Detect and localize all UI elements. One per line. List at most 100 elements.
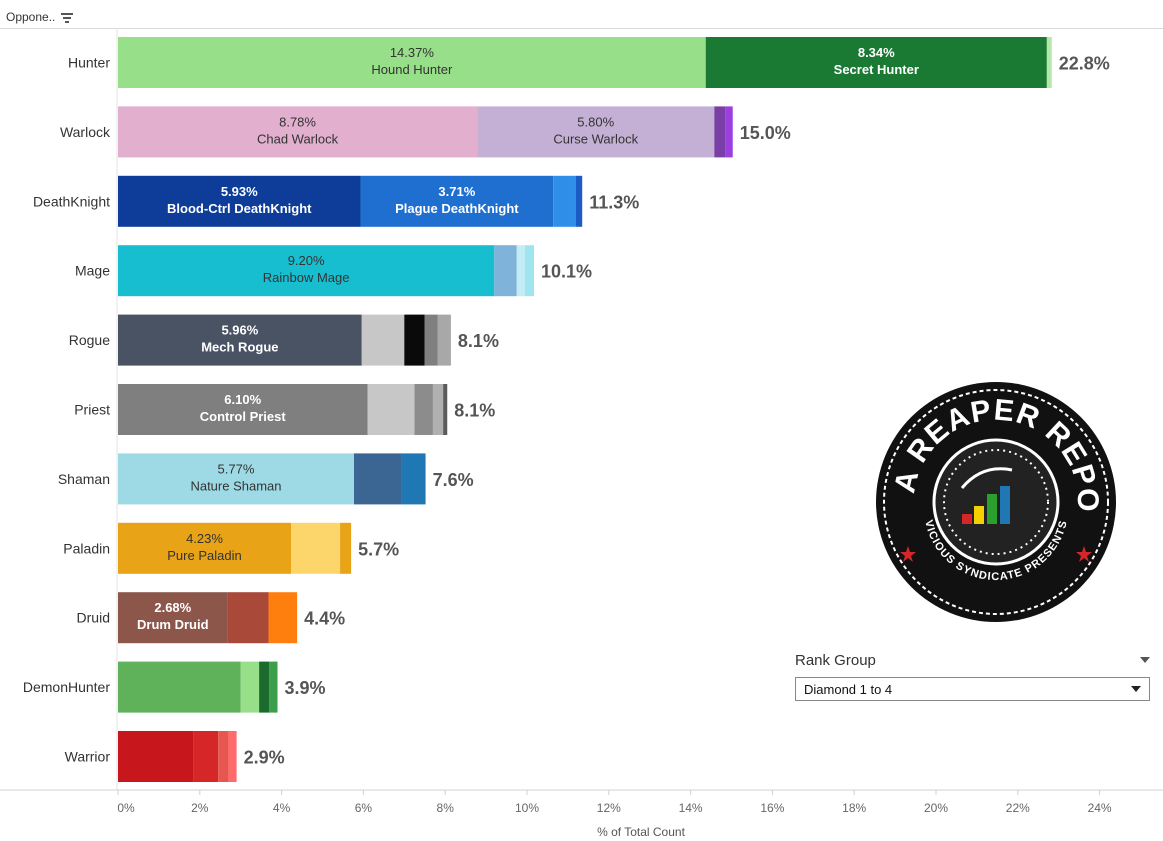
bar-segment-druid-1[interactable] xyxy=(227,592,269,644)
bar-segment-warrior-2[interactable] xyxy=(218,731,229,782)
bar-segment-priest-1[interactable] xyxy=(367,384,415,435)
bar-segment-secret-hunter[interactable] xyxy=(705,37,1047,88)
segment-archetype-label: Rainbow Mage xyxy=(263,270,350,285)
bar-segment-mage-1[interactable] xyxy=(494,245,517,297)
segment-percent-label: 8.34% xyxy=(858,45,895,60)
bar-segment-paladin-2[interactable] xyxy=(340,522,352,574)
bar-segment-warrior-0[interactable] xyxy=(118,731,194,782)
bar-segment-druid-2[interactable] xyxy=(268,592,298,644)
class-label: Warlock xyxy=(60,124,111,140)
class-label: DemonHunter xyxy=(23,679,110,695)
segment-percent-label: 3.71% xyxy=(438,184,475,199)
segment-archetype-label: Secret Hunter xyxy=(834,62,919,77)
segment-percent-label: 5.96% xyxy=(221,323,258,338)
x-tick-label: 0% xyxy=(117,801,135,815)
bar-segment-rogue-1[interactable] xyxy=(361,314,405,366)
bar-segment-drum-druid[interactable] xyxy=(118,592,228,644)
bar-segment-mage-2[interactable] xyxy=(516,245,525,297)
header-label: Oppone.. xyxy=(6,10,74,24)
class-total-label: 3.9% xyxy=(285,678,326,698)
x-axis-title: % of Total Count xyxy=(597,825,685,839)
bar-segment-blood-ctrl-deathknight[interactable] xyxy=(118,175,361,227)
bar-segment-nature-shaman[interactable] xyxy=(118,453,354,505)
segment-archetype-label: Plague DeathKnight xyxy=(395,201,519,216)
bar-segment-demonhunter-0[interactable] xyxy=(118,661,241,713)
segment-percent-label: 5.80% xyxy=(577,114,614,129)
segment-archetype-label: Blood-Ctrl DeathKnight xyxy=(167,201,312,216)
x-tick-label: 2% xyxy=(191,801,209,815)
x-tick-label: 18% xyxy=(842,801,866,815)
bar-segment-plague-deathknight[interactable] xyxy=(360,175,554,227)
class-total-label: 4.4% xyxy=(304,609,345,629)
segment-archetype-label: Drum Druid xyxy=(137,617,209,632)
segment-percent-label: 8.78% xyxy=(279,114,316,129)
bar-segment-warrior-3[interactable] xyxy=(228,731,237,782)
data-reaper-report-logo: DATA REAPER REPORT VICIOUS SYNDICATE PRE… xyxy=(861,352,1120,626)
bar-segment-rogue-3[interactable] xyxy=(424,314,438,366)
rank-group-filter: Rank Group Diamond 1 to 4 xyxy=(795,650,1150,701)
bar-segment-pure-paladin[interactable] xyxy=(118,522,292,574)
bar-row-deathknight: DeathKnight 5.93% Blood-Ctrl DeathKnight 3.… xyxy=(33,175,639,227)
bar-segment-rainbow-mage[interactable] xyxy=(118,245,495,297)
bar-segment-shaman-1[interactable] xyxy=(353,453,402,505)
class-total-label: 22.8% xyxy=(1059,54,1110,74)
bar-segment-hound-hunter[interactable] xyxy=(118,37,706,88)
bar-segment-rogue-2[interactable] xyxy=(404,314,425,366)
bar-segment-shaman-2[interactable] xyxy=(401,453,426,505)
class-label: Druid xyxy=(77,610,110,626)
x-tick-label: 14% xyxy=(679,801,703,815)
bar-segment-rogue-4[interactable] xyxy=(437,314,451,366)
bar-segment-mage-3[interactable] xyxy=(524,245,534,297)
segment-percent-label: 9.20% xyxy=(288,253,325,268)
bar-segment-warlock-3[interactable] xyxy=(725,106,733,158)
segment-archetype-label: Pure Paladin xyxy=(167,548,241,563)
bar-segment-deathknight-2[interactable] xyxy=(553,175,576,227)
bar-segment-demonhunter-2[interactable] xyxy=(259,661,270,713)
segment-archetype-label: Nature Shaman xyxy=(190,478,281,493)
opponent-field-label: Oppone.. xyxy=(6,10,56,24)
sort-icon[interactable] xyxy=(61,12,74,23)
bar-row-warrior: Warrior 2.9% xyxy=(65,731,285,782)
bar-segment-deathknight-3[interactable] xyxy=(575,175,583,227)
segment-percent-label: 2.68% xyxy=(154,600,191,615)
bar-segment-paladin-1[interactable] xyxy=(291,522,341,574)
class-label: Priest xyxy=(74,402,110,418)
bar-segment-priest-4[interactable] xyxy=(443,384,448,435)
bar-segment-demonhunter-1[interactable] xyxy=(240,661,260,713)
class-total-label: 10.1% xyxy=(541,262,592,282)
bar-row-demonhunter: DemonHunter 3.9% xyxy=(23,661,326,713)
x-tick-label: 8% xyxy=(437,801,455,815)
bar-segment-priest-2[interactable] xyxy=(414,384,433,435)
segment-percent-label: 5.77% xyxy=(218,461,255,476)
bar-segment-warlock-2[interactable] xyxy=(714,106,726,158)
bar-row-druid: Druid 2.68% Drum Druid 4.4% xyxy=(77,592,345,644)
bar-segment-mech-rogue[interactable] xyxy=(118,314,362,366)
rank-group-value: Diamond 1 to 4 xyxy=(804,681,893,697)
bar-row-hunter: Hunter 14.37% Hound Hunter 8.34% Secret Hunt… xyxy=(68,37,1110,88)
class-label: Hunter xyxy=(68,55,110,71)
rank-group-dropdown[interactable]: Diamond 1 to 4 xyxy=(795,677,1150,701)
filter-menu-icon[interactable] xyxy=(1140,657,1150,663)
class-total-label: 15.0% xyxy=(740,123,791,143)
bar-segment-curse-warlock[interactable] xyxy=(477,106,715,158)
segment-percent-label: 6.10% xyxy=(224,392,261,407)
class-label: Rogue xyxy=(69,332,110,348)
class-label: Paladin xyxy=(63,540,110,556)
bar-segment-warrior-1[interactable] xyxy=(193,731,219,782)
bar-row-mage: Mage 9.20% Rainbow Mage 10.1% xyxy=(75,245,592,297)
x-tick-label: 16% xyxy=(760,801,784,815)
segment-percent-label: 14.37% xyxy=(390,45,435,60)
bar-row-priest: Priest 6.10% Control Priest 8.1% xyxy=(74,384,495,435)
class-label: Warrior xyxy=(65,749,111,765)
bar-segment-control-priest[interactable] xyxy=(118,384,368,435)
class-label: Shaman xyxy=(58,471,110,487)
class-total-label: 2.9% xyxy=(244,748,285,768)
bar-segment-priest-3[interactable] xyxy=(432,384,444,435)
x-tick-label: 20% xyxy=(924,801,948,815)
bar-row-warlock: Warlock 8.78% Chad Warlock 5.80% Curse Warlo… xyxy=(60,106,791,158)
segment-percent-label: 4.23% xyxy=(186,531,223,546)
bar-segment-chad-warlock[interactable] xyxy=(118,106,478,158)
bar-segment-demonhunter-3[interactable] xyxy=(269,661,278,713)
bar-segment-hunter-2[interactable] xyxy=(1046,37,1052,88)
